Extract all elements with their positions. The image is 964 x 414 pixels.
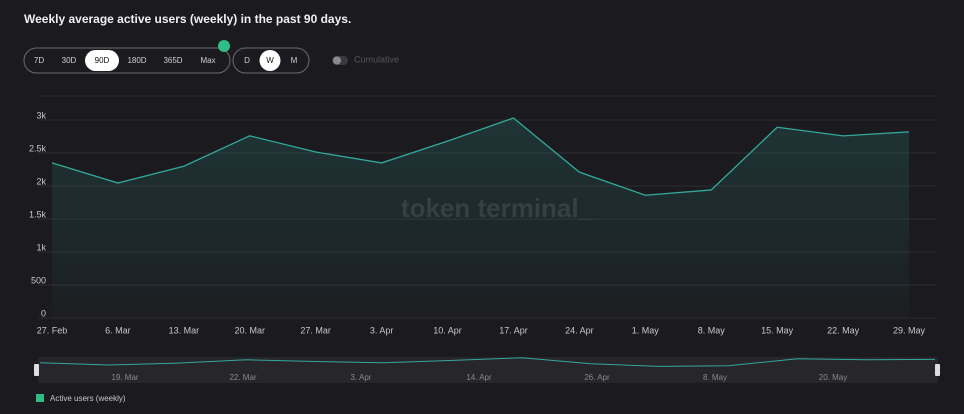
x-tick-label: 1. May [632, 325, 660, 335]
cumulative-label[interactable]: Cumulative [354, 54, 399, 64]
x-tick-label: 15. May [761, 325, 794, 335]
x-tick-label: 29. May [893, 325, 926, 335]
range-group [23, 47, 231, 74]
range-active [85, 50, 119, 71]
x-tick-label: 3. Apr [370, 325, 394, 335]
navigator-label: 14. Apr [466, 373, 492, 382]
x-tick-label: 27. Mar [300, 325, 331, 335]
navigator-label: 20. May [819, 373, 847, 382]
range-button[interactable]: 30D [62, 56, 77, 65]
x-tick-label: 10. Apr [433, 325, 462, 335]
legend-label: Active users (weekly) [50, 394, 126, 403]
x-tick-label: 8. May [698, 325, 726, 335]
y-tick-label: 2k [36, 176, 46, 186]
x-tick-label: 24. Apr [565, 325, 594, 335]
title: Weekly average active users (weekly) in … [24, 12, 351, 26]
navigator-label: 3. Apr [351, 373, 372, 382]
granularity-button[interactable]: D [244, 56, 250, 65]
line [51, 117, 910, 196]
x-tick-label: 17. Apr [499, 325, 528, 335]
legend-swatch [36, 394, 44, 402]
navigator-line [39, 357, 936, 367]
navigator[interactable] [38, 357, 938, 383]
range-button[interactable]: 90D [95, 56, 110, 65]
y-tick-label: 3k [36, 110, 46, 120]
granularity-active [259, 50, 281, 71]
x-tick-label: 22. May [827, 325, 860, 335]
granularity-button[interactable]: W [266, 56, 274, 65]
toggle-knob [333, 56, 341, 65]
range-button[interactable]: Max [200, 56, 215, 65]
x-tick-label: 27. Feb [37, 325, 68, 335]
x-tick-label: 6. Mar [105, 325, 131, 335]
range-button[interactable]: 180D [127, 56, 146, 65]
x-tick-label: 13. Mar [169, 325, 200, 335]
area [52, 118, 909, 319]
y-tick-label: 1.5k [29, 209, 47, 219]
y-tick-label: 1k [36, 242, 46, 252]
y-tick-label: 0 [41, 308, 46, 318]
x-tick-label: 20. Mar [235, 325, 266, 335]
navigator-handle[interactable] [34, 364, 39, 376]
y-tick-label: 2.5k [29, 143, 47, 153]
granularity-button[interactable]: M [291, 56, 298, 65]
range-button[interactable]: 7D [34, 56, 44, 65]
navigator-label: 8. May [703, 373, 727, 382]
granularity-group [232, 47, 310, 74]
y-tick-label: 500 [31, 275, 46, 285]
navigator-handle[interactable] [935, 364, 940, 376]
navigator-label: 26. Apr [584, 373, 610, 382]
pro-badge [218, 40, 230, 52]
navigator-label: 19. Mar [111, 373, 138, 382]
range-button[interactable]: 365D [163, 56, 182, 65]
navigator-label: 22. Mar [229, 373, 256, 382]
